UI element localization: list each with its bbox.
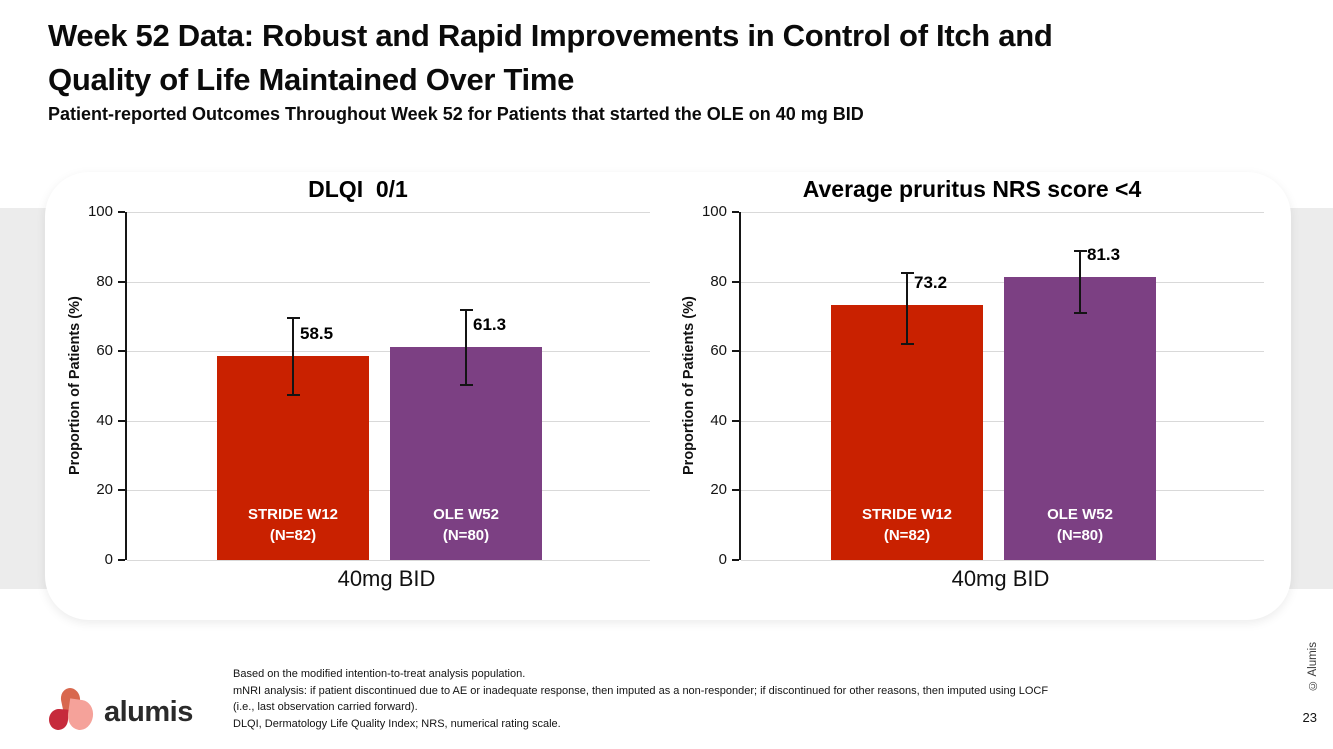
slide-subtitle: Patient-reported Outcomes Throughout Wee… — [48, 104, 864, 124]
bar-treatment-label: STRIDE W12 (N=82) — [217, 504, 369, 546]
plot-area: STRIDE W12 (N=82) 73.2 OLE W52 (N=80) 81.3 — [732, 211, 1264, 561]
axis-tick-mark — [118, 489, 125, 492]
copyright-text: © Alumis — [1307, 642, 1319, 692]
gridline — [741, 281, 1264, 283]
axis-tick-mark — [732, 211, 739, 213]
y-tick-label: 0 — [718, 551, 727, 568]
gridline — [127, 560, 650, 561]
y-tick-labels: 0 20 40 60 80 100 — [672, 203, 727, 568]
footnote-line: (i.e., last observation carried forward)… — [233, 701, 418, 713]
gridline — [127, 351, 650, 353]
y-tick-label: 20 — [96, 481, 113, 499]
alumis-logo-icon — [48, 686, 95, 732]
bar-label-name: STRIDE W12 — [861, 506, 952, 523]
error-bar-cap-top — [459, 308, 473, 311]
bar-label-name: STRIDE W12 — [247, 506, 338, 523]
gridline — [741, 560, 1264, 561]
x-group-label: 40mg BID — [337, 566, 436, 591]
error-bar-cap-top — [286, 317, 300, 320]
gridline — [127, 212, 650, 213]
page-number: 23 — [1302, 710, 1317, 725]
bar-treatment-label: STRIDE W12 (N=82) — [831, 504, 983, 546]
slide-title-line2: Quality of Life Maintained Over Time — [48, 62, 575, 97]
y-tick-label: 40 — [96, 411, 113, 429]
error-bar-cap-bottom — [286, 394, 300, 397]
bar-label-n: (N=82) — [883, 527, 931, 544]
chart-pruritus-nrs: Average pruritus NRS score <4 Proportion… — [672, 174, 1272, 604]
footnote-line: mNRI analysis: if patient discontinued d… — [233, 684, 1049, 697]
error-bar-line — [292, 318, 294, 396]
chart-dlqi: DLQI 0/1 Proportion of Patients (%) 0 20 4… — [58, 174, 658, 604]
logo-petal-pink — [66, 698, 95, 732]
bar-treatment-label: OLE W52 (N=80) — [1004, 504, 1156, 546]
bar-ole-w52: OLE W52 (N=80) — [1004, 277, 1156, 560]
chart-title: DLQI 0/1 — [308, 176, 408, 202]
bar-value-label: 73.2 — [914, 273, 948, 293]
error-bar-cap-top — [1073, 249, 1087, 252]
axis-tick-mark — [732, 559, 739, 561]
gridline — [741, 351, 1264, 353]
chart-title: Average pruritus NRS score <4 — [802, 176, 1142, 202]
axis-tick-mark — [118, 559, 125, 561]
logo-petal-red — [48, 708, 69, 731]
bar-label-name: OLE W52 — [1047, 506, 1113, 523]
axis-tick-mark — [118, 211, 125, 213]
y-tick-label: 20 — [710, 481, 727, 499]
axis-tick-mark — [732, 280, 739, 283]
axis-tick-mark — [732, 419, 739, 422]
bar-value-label: 58.5 — [300, 324, 334, 344]
footnotes: Based on the modified intention-to-treat… — [233, 666, 1163, 732]
alumis-logo-text: alumis — [104, 696, 193, 728]
bar-label-n: (N=82) — [269, 527, 317, 544]
gridline — [127, 420, 650, 422]
bar-stride-w12: STRIDE W12 (N=82) — [831, 305, 983, 560]
y-tick-label: 100 — [87, 203, 113, 220]
gridline — [741, 490, 1264, 492]
y-tick-label: 60 — [710, 342, 727, 360]
bar-value-label: 81.3 — [1087, 245, 1121, 265]
gridline — [741, 420, 1264, 422]
gridline — [127, 490, 650, 492]
slide-title-line1: Week 52 Data: Robust and Rapid Improveme… — [48, 18, 1053, 53]
axis-tick-mark — [118, 350, 125, 353]
bar-label-n: (N=80) — [1056, 527, 1104, 544]
alumis-logo: alumis — [48, 686, 193, 732]
error-bar-cap-bottom — [1073, 311, 1087, 314]
error-bar-line — [1079, 250, 1081, 313]
error-bar-line — [465, 309, 467, 386]
axis-tick-mark — [732, 489, 739, 492]
y-tick-label: 40 — [710, 411, 727, 429]
axis-tick-mark — [118, 280, 125, 283]
x-group-label: 40mg BID — [951, 566, 1050, 591]
bar-stride-w12: STRIDE W12 (N=82) — [217, 356, 369, 560]
footnote-line: Based on the modified intention-to-treat… — [233, 668, 526, 680]
error-bar-cap-top — [900, 271, 914, 274]
axis-tick-mark — [118, 419, 125, 422]
y-tick-label: 0 — [104, 551, 113, 568]
gridline — [741, 212, 1264, 213]
bar-label-name: OLE W52 — [433, 506, 499, 523]
gridline — [127, 281, 650, 283]
error-bar-line — [906, 272, 908, 344]
bar-label-n: (N=80) — [442, 527, 490, 544]
y-tick-label: 100 — [701, 203, 727, 220]
error-bar-cap-bottom — [459, 384, 473, 387]
y-tick-labels: 0 20 40 60 80 100 — [58, 203, 113, 568]
y-tick-label: 80 — [710, 272, 727, 290]
bar-treatment-label: OLE W52 (N=80) — [390, 504, 542, 546]
bar-value-label: 61.3 — [473, 314, 507, 334]
y-tick-label: 60 — [96, 342, 113, 360]
y-tick-label: 80 — [96, 272, 113, 290]
slide-title: Week 52 Data: Robust and Rapid Improveme… — [48, 14, 1288, 102]
footnote-line: DLQI, Dermatology Life Quality Index; NR… — [233, 717, 561, 730]
error-bar-cap-bottom — [900, 342, 914, 345]
plot-area: STRIDE W12 (N=82) 58.5 OLE W52 (N=80) 61.3 — [118, 211, 650, 561]
axis-tick-mark — [732, 350, 739, 353]
